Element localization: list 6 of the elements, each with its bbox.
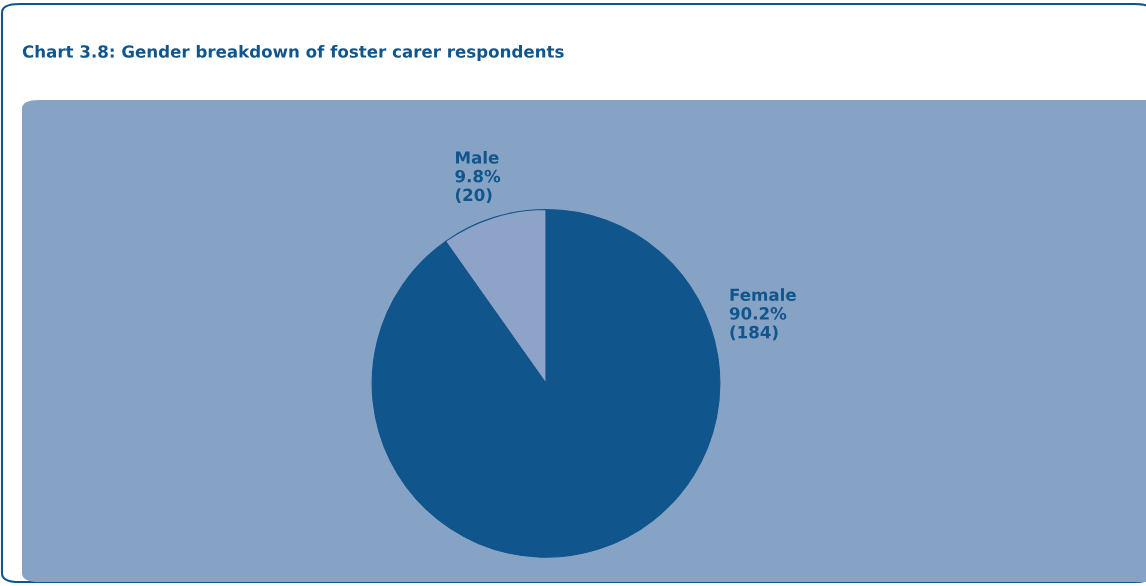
data-label: 9.8% (20)	[455, 169, 501, 204]
chart-title: Chart 3.8: Gender breakdown of foster carer respondents	[22, 44, 564, 62]
pie-slice	[371, 208, 721, 558]
slice-label: Male	[456, 150, 499, 164]
data-label: 90.2% (184)	[729, 307, 787, 341]
slice-label: Female	[730, 288, 796, 302]
